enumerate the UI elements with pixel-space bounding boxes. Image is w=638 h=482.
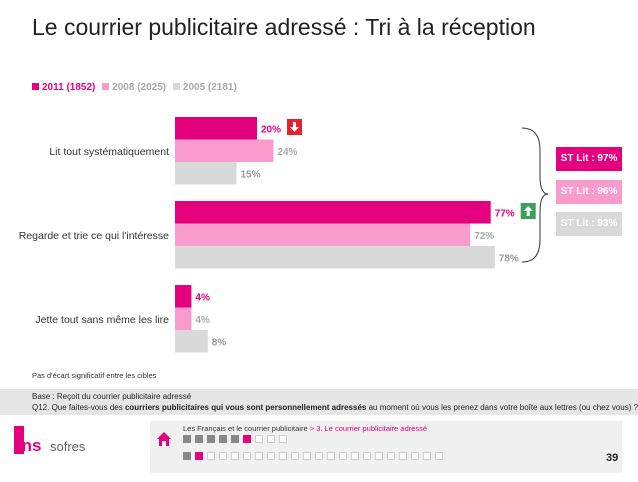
nav-square[interactable] <box>267 452 275 460</box>
question-post: au moment où vous les prenez dans votre … <box>366 403 638 412</box>
nav-square[interactable] <box>207 452 215 460</box>
arrow-up-icon <box>520 203 536 219</box>
nav-square[interactable] <box>243 452 251 460</box>
nav-square[interactable] <box>183 435 191 443</box>
nav-square[interactable] <box>423 452 431 460</box>
base-box: Base : Reçoit du courrier publicitaire a… <box>0 389 638 415</box>
significance-note: Pas d'écart significatif entre les cible… <box>32 371 157 380</box>
nav-square[interactable] <box>315 452 323 460</box>
nav-square[interactable] <box>435 452 443 460</box>
nav-square[interactable] <box>267 435 275 443</box>
bar-2005 <box>175 162 237 185</box>
bar-2008 <box>175 139 274 162</box>
nav-square[interactable] <box>339 452 347 460</box>
bar-2005 <box>175 330 208 353</box>
svg-text:sofres: sofres <box>50 439 86 454</box>
page-number: 39 <box>606 452 619 464</box>
nav-square[interactable] <box>279 435 287 443</box>
legend-swatch-2005 <box>172 83 180 90</box>
value-label-2011: 20% <box>261 124 281 135</box>
page-title: Le courrier publicitaire adressé : Tri à… <box>32 14 536 40</box>
base-description: Base : Reçoit du courrier publicitaire a… <box>32 392 192 401</box>
legend-label-2011: 2011 (1852) <box>42 82 96 93</box>
category-label: Regarde et trie ce qui l'intéresse <box>19 230 169 242</box>
nav-square[interactable] <box>387 452 395 460</box>
footer-bar <box>150 421 622 473</box>
breadcrumb-current[interactable]: 3. Le courrier publicitaire adressé <box>316 424 428 433</box>
home-icon[interactable] <box>156 431 172 447</box>
nav-square[interactable] <box>183 452 191 460</box>
bar-chart: Lit tout systématiquement 20% 24% 15% Regard… <box>19 117 549 353</box>
nav-square[interactable] <box>303 452 311 460</box>
nav-square[interactable] <box>351 452 359 460</box>
legend-label-2008: 2008 (2025) <box>112 82 167 93</box>
bar-2005 <box>175 246 495 269</box>
tns-sofres-logo: tns sofres <box>14 426 86 455</box>
value-label-2005: 8% <box>212 337 227 348</box>
value-label-2008: 4% <box>195 315 210 326</box>
nav-square[interactable] <box>255 452 263 460</box>
bar-2011 <box>175 201 491 224</box>
category-label: Jette tout sans même les lire <box>35 314 169 326</box>
svg-text:tns: tns <box>16 436 42 455</box>
nav-square[interactable] <box>255 435 263 443</box>
value-label-2005: 78% <box>499 253 519 264</box>
nav-square[interactable] <box>195 435 203 443</box>
legend-item-2011: 2011 (1852) <box>32 82 95 93</box>
legend-swatch-2011 <box>32 83 39 90</box>
nav-square[interactable] <box>279 452 287 460</box>
bar-2011 <box>175 285 192 308</box>
value-label-2005: 15% <box>241 169 261 180</box>
nav-square[interactable] <box>363 452 371 460</box>
subtotal-box-2008: ST Lit : 96% <box>556 180 622 204</box>
nav-square[interactable] <box>219 452 227 460</box>
nav-square[interactable] <box>195 452 203 460</box>
nav-square[interactable] <box>231 435 239 443</box>
nav-square[interactable] <box>219 435 227 443</box>
value-label-2011: 77% <box>495 208 515 219</box>
subtotal-box-2005: ST Lit : 93% <box>556 212 622 236</box>
nav-square[interactable] <box>411 452 419 460</box>
nav-square[interactable] <box>207 435 215 443</box>
breadcrumb-separator: > <box>307 424 317 433</box>
nav-square[interactable] <box>243 435 251 443</box>
question-pre: Q12. Que faites-vous des <box>32 403 125 412</box>
nav-square[interactable] <box>231 452 239 460</box>
nav-square[interactable] <box>399 452 407 460</box>
legend-swatch-2008 <box>102 83 110 90</box>
bar-2008 <box>175 223 471 246</box>
bar-2011 <box>175 117 257 140</box>
arrow-down-icon <box>287 119 302 135</box>
category-label: Lit tout systématiquement <box>49 146 169 158</box>
question-bold: courriers publicitaires qui vous sont pe… <box>124 403 367 412</box>
bar-2008 <box>175 307 192 330</box>
legend-label-2005: 2005 (2181) <box>182 82 237 93</box>
value-label-2008: 72% <box>474 231 494 242</box>
value-label-2008: 24% <box>277 147 297 158</box>
legend-item-2008: 2008 (2025) <box>102 82 166 93</box>
value-label-2011: 4% <box>195 292 210 303</box>
legend-item-2005: 2005 (2181) <box>172 82 237 93</box>
nav-square[interactable] <box>291 452 299 460</box>
nav-square[interactable] <box>375 452 383 460</box>
breadcrumb-main[interactable]: Les Français et le courrier publicitaire <box>183 424 308 433</box>
subtotal-box-2011: ST Lit : 97% <box>556 147 622 171</box>
subtotal-bracket <box>521 127 549 263</box>
question-text: Q12. Que faites-vous des courriers publi… <box>32 403 638 412</box>
breadcrumb: Les Français et le courrier publicitaire… <box>183 424 427 433</box>
nav-square[interactable] <box>327 452 335 460</box>
chart-legend: 2011 (1852) 2008 (2025) 2005 (2181) <box>32 82 241 93</box>
